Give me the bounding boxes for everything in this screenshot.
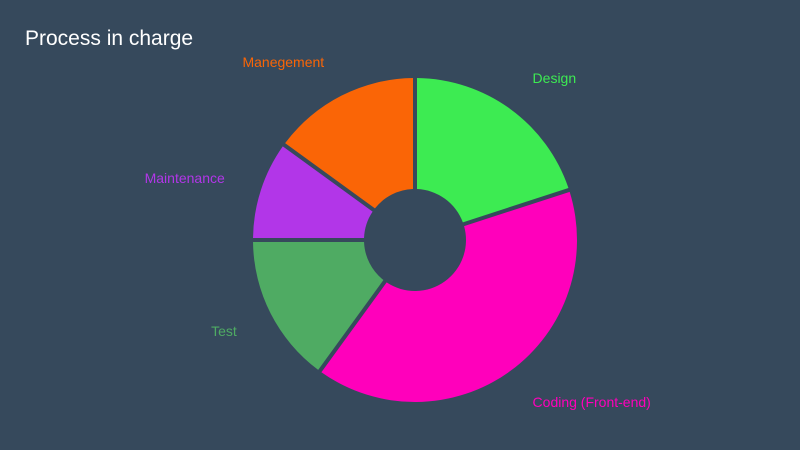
label-test: Test [211,323,237,339]
label-maintenance: Maintenance [145,170,225,186]
slice-test[interactable] [253,241,384,370]
label-manegement: Manegement [242,54,324,70]
slice-manegement[interactable] [285,78,414,209]
chart-title: Process in charge [25,27,194,50]
label-coding-front-end: Coding (Front-end) [533,394,651,410]
slice-maintenance[interactable] [253,146,373,239]
slice-design[interactable] [416,78,569,223]
label-design: Design [533,70,577,86]
slice-coding-front-end[interactable] [321,191,577,402]
